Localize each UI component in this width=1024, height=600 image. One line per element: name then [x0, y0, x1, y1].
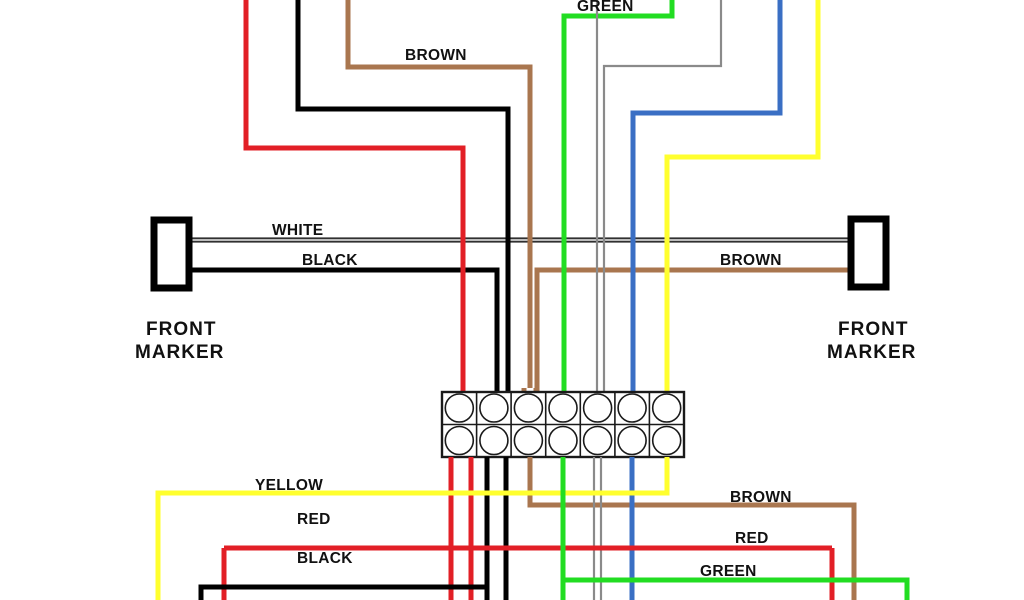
- svg-text:YELLOW: YELLOW: [255, 477, 323, 494]
- svg-text:FRONT: FRONT: [838, 319, 908, 340]
- svg-text:WHITE: WHITE: [272, 222, 323, 239]
- svg-text:BROWN: BROWN: [405, 47, 467, 64]
- svg-text:GREEN: GREEN: [577, 0, 634, 15]
- svg-text:GREEN: GREEN: [700, 563, 757, 580]
- svg-text:MARKER: MARKER: [827, 342, 916, 363]
- svg-text:RED: RED: [735, 530, 769, 547]
- svg-text:FRONT: FRONT: [146, 319, 216, 340]
- svg-text:BLACK: BLACK: [297, 550, 353, 567]
- svg-text:BROWN: BROWN: [730, 489, 792, 506]
- svg-text:MARKER: MARKER: [135, 342, 224, 363]
- svg-text:BLACK: BLACK: [302, 252, 358, 269]
- svg-text:RED: RED: [297, 511, 331, 528]
- svg-text:BROWN: BROWN: [720, 252, 782, 269]
